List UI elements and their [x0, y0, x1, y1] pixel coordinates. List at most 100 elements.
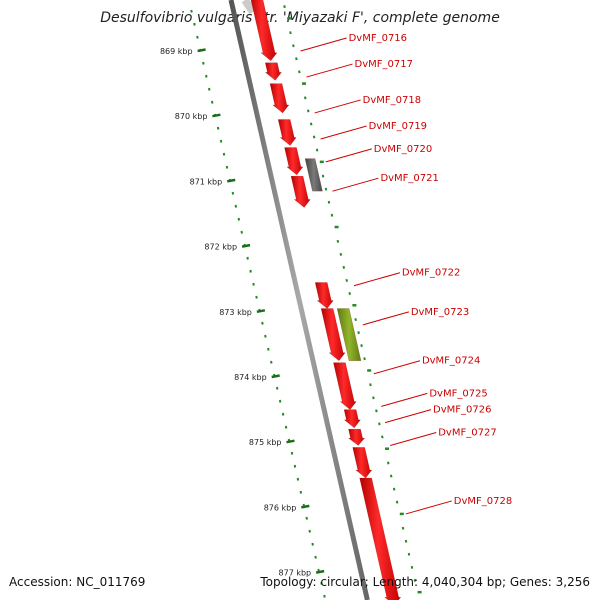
gene-labels: DvMF_0716 DvMF_0717 DvMF_0718 DvMF_0719 DvMF… [300, 33, 512, 515]
inner-dot [413, 578, 417, 582]
gene-arrow[interactable] [249, 0, 278, 62]
scale-dot [249, 269, 252, 273]
inner-dot [407, 552, 411, 556]
label-leader-line [332, 177, 379, 192]
inner-dot [289, 31, 292, 35]
gene-arrow[interactable] [359, 477, 402, 600]
kbp-tick-label: 871 kbp [190, 177, 223, 186]
scale-dot [284, 425, 288, 429]
scale-dot [264, 334, 267, 338]
inner-dot [327, 200, 331, 204]
scale-dot [305, 516, 308, 520]
kbp-tick-label: 876 kbp [264, 503, 297, 512]
inner-dot [378, 422, 381, 426]
gene-label[interactable]: DvMF_0725 [429, 388, 487, 399]
inner-dot [312, 135, 316, 139]
kbp-tick-label: 872 kbp [204, 243, 237, 252]
label-leader-line [373, 360, 421, 375]
kbp-tick [212, 113, 221, 118]
gene-label[interactable]: DvMF_0723 [411, 307, 469, 318]
inner-dot [401, 526, 405, 530]
scale-ticks: 869 kbp 870 kbp 871 kbp 872 kbp 873 kbp 874 k… [160, 47, 325, 578]
label-leader-line [362, 311, 409, 326]
inner-dot [306, 109, 310, 113]
gene-label[interactable]: DvMF_0726 [433, 405, 491, 416]
label-leader-line [314, 99, 361, 114]
gene-label[interactable]: DvMF_0717 [355, 59, 413, 70]
inner-dot [395, 500, 399, 504]
kbp-tick [256, 309, 266, 314]
gene-label[interactable]: DvMF_0722 [402, 268, 460, 279]
gene-block[interactable] [304, 158, 323, 192]
gene-arrow[interactable] [284, 147, 304, 176]
scale-dot [281, 412, 285, 416]
gene-arrow[interactable] [343, 409, 361, 429]
kbp-tick-label: 877 kbp [279, 569, 312, 578]
scale-dot [308, 529, 311, 533]
gene-arrow[interactable] [290, 175, 311, 208]
gene-label[interactable]: DvMF_0716 [349, 33, 407, 44]
label-leader-line [390, 431, 437, 446]
inner-dot [404, 539, 408, 543]
inner-dot [336, 239, 340, 243]
inner-dot [345, 278, 349, 282]
inner-dot [392, 487, 396, 491]
kbp-tick [301, 504, 310, 509]
gene-arrow[interactable] [264, 62, 282, 81]
gene-arrow[interactable] [333, 362, 357, 410]
genome-backbone [228, 0, 370, 600]
gene-block[interactable] [336, 308, 362, 361]
gene-arrow[interactable] [277, 119, 297, 146]
gene-label[interactable]: DvMF_0718 [363, 95, 421, 106]
scale-dot [205, 74, 208, 78]
genome-summary-text: Topology: circular; Length: 4,040,304 bp… [259, 575, 590, 589]
scale-dot [323, 594, 326, 598]
scale-dot [311, 542, 314, 546]
inner-dot [339, 252, 343, 256]
gene-label[interactable]: DvMF_0727 [438, 427, 496, 438]
scale-dot [267, 347, 270, 351]
gene-arrow[interactable] [352, 447, 373, 479]
inner-dot [357, 331, 360, 335]
kbp-tick [286, 439, 295, 444]
scale-dot [252, 282, 255, 286]
scale-dot [270, 360, 273, 364]
gene-label[interactable]: DvMF_0720 [374, 144, 432, 155]
kbp-tick [197, 48, 206, 53]
inner-dot [410, 565, 414, 569]
label-leader-line [405, 500, 452, 515]
scale-dot [210, 100, 214, 104]
scale-dot [190, 9, 193, 13]
scale-dot [278, 399, 282, 403]
gene-arrow[interactable] [347, 428, 366, 446]
gene-label[interactable]: DvMF_0728 [454, 496, 512, 507]
kbp-tick-label: 874 kbp [234, 373, 267, 382]
inner-dot [375, 409, 378, 413]
inner-dot [283, 5, 286, 9]
scale-dot [299, 490, 303, 494]
kbp-tick-label: 869 kbp [160, 47, 193, 56]
gene-label[interactable]: DvMF_0719 [369, 121, 427, 132]
gene-arrow[interactable] [320, 308, 346, 362]
scale-dot [219, 139, 223, 143]
inner-dot [292, 44, 295, 48]
gene-label[interactable]: DvMF_0724 [422, 356, 480, 367]
inner-dot [354, 318, 357, 322]
backbone-line [228, 0, 370, 600]
inner-dot [324, 187, 328, 191]
gene-label[interactable]: DvMF_0721 [380, 173, 438, 184]
kbp-tick [271, 374, 280, 379]
inner-dot [321, 174, 325, 178]
scale-dot [216, 126, 220, 130]
gene-arrow[interactable] [314, 282, 334, 309]
kbp-tick [241, 243, 251, 248]
label-leader-line [384, 409, 432, 424]
gene-arrow[interactable] [269, 83, 290, 114]
kbp-tick-label: 875 kbp [249, 438, 282, 447]
label-leader-line [320, 125, 367, 140]
inner-dot [386, 461, 390, 465]
scale-dot [255, 295, 258, 299]
scale-dot [225, 165, 229, 169]
inner-dot [372, 396, 375, 400]
